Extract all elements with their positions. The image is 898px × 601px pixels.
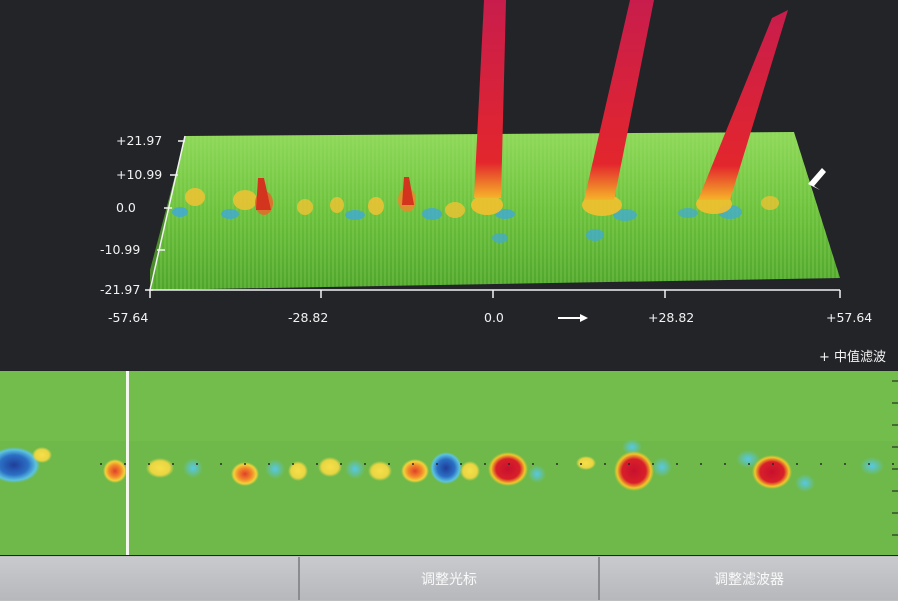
surface-3d-view: +21.97 +10.99 0.0 -10.99 -21.97 -57.64 -… xyxy=(100,0,886,365)
adjust-cursor-button[interactable]: 调整光标 xyxy=(300,557,600,600)
adjust-filter-button[interactable]: 调整滤波器 xyxy=(600,557,898,600)
cscan-blobs xyxy=(0,439,884,492)
button-bar: 调整光标 调整滤波器 xyxy=(0,556,898,601)
x-tick-4: +28.82 xyxy=(648,310,694,325)
surface-defects xyxy=(172,188,779,243)
median-filter-label[interactable]: + 中值滤波 xyxy=(818,350,886,365)
scan-cursor-line[interactable] xyxy=(126,371,129,555)
y-tick-5: -21.97 xyxy=(100,282,140,297)
y-tick-3: 0.0 xyxy=(116,200,136,215)
cscan-heatmap xyxy=(0,371,898,555)
surface-spikes xyxy=(256,0,788,216)
x-tick-5: +57.64 xyxy=(826,310,872,325)
arrow-marker-icon xyxy=(808,168,826,190)
axes xyxy=(145,135,841,298)
cscan-map[interactable] xyxy=(0,371,898,555)
direction-arrow-icon xyxy=(558,314,588,322)
surface-plot: +21.97 +10.99 0.0 -10.99 -21.97 -57.64 -… xyxy=(100,0,872,325)
y-tick-1: +21.97 xyxy=(116,133,162,148)
x-tick-1: -57.64 xyxy=(108,310,148,325)
right-ruler xyxy=(892,380,898,536)
blank-button[interactable] xyxy=(0,557,300,600)
y-tick-4: -10.99 xyxy=(100,242,140,257)
y-tick-2: +10.99 xyxy=(116,167,162,182)
x-tick-3: 0.0 xyxy=(484,310,504,325)
x-tick-2: -28.82 xyxy=(288,310,328,325)
